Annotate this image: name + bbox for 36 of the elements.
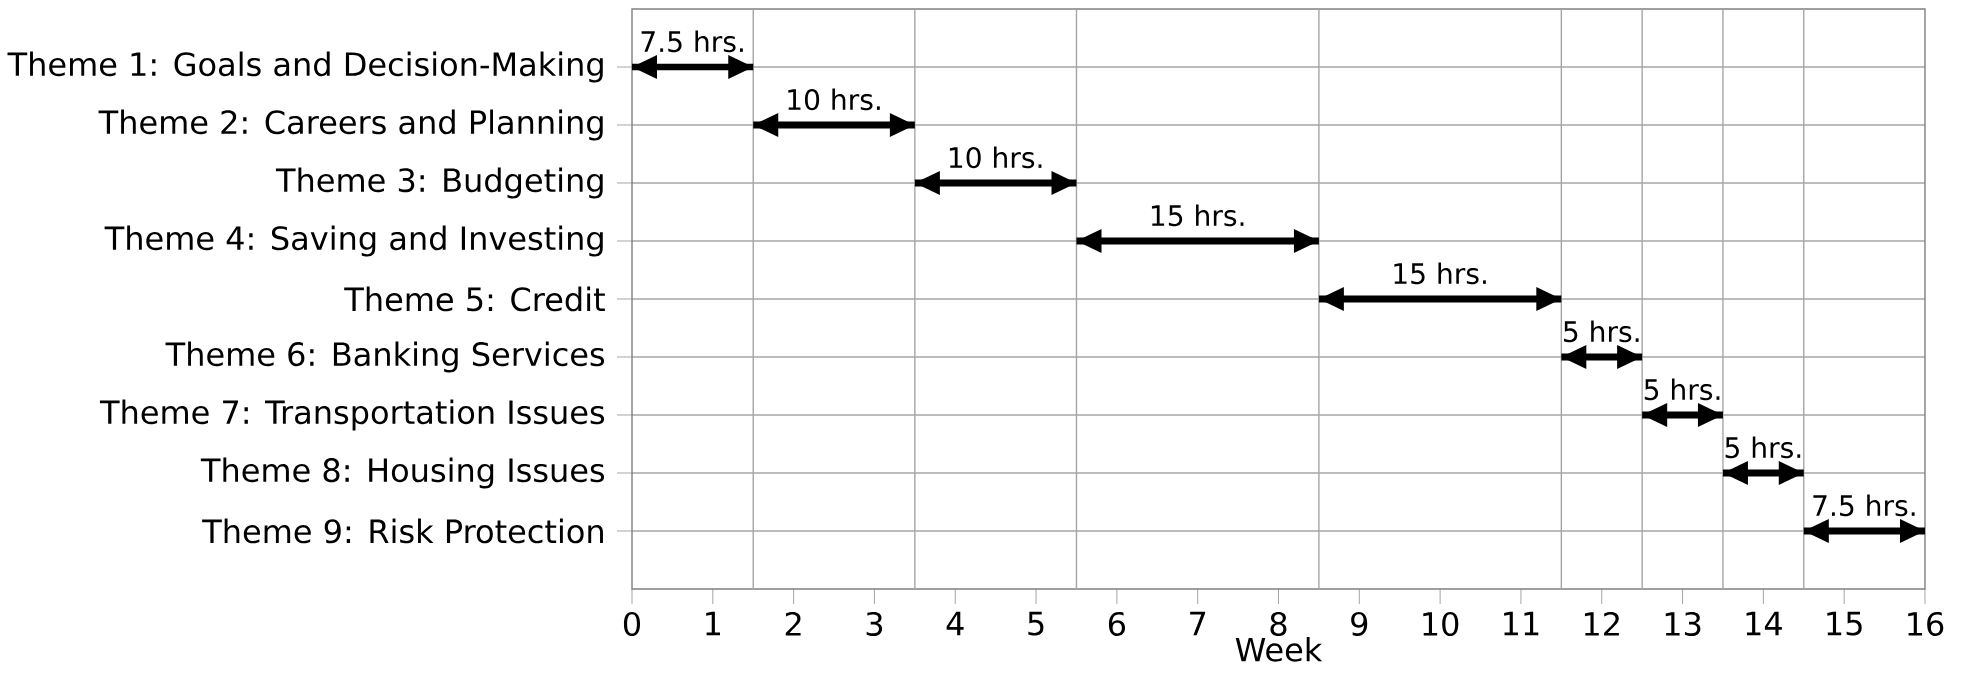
annotation: 7.5 hrs. — [1813, 494, 1915, 517]
annotation: 5 hrs. — [1725, 436, 1801, 459]
x-tick-label: 11 — [1504, 611, 1539, 636]
x-tick-label: 10 — [1423, 611, 1459, 637]
x-tick-label: 8 — [1270, 611, 1287, 637]
x-tick-label: 1 — [706, 611, 721, 636]
annotation: 5 hrs. — [1644, 378, 1720, 401]
y-tick-label: Theme 4: Saving and Investing — [104, 225, 603, 257]
y-tick-label: Theme 3: Budgeting — [275, 167, 603, 199]
x-tick-label: 3 — [866, 611, 883, 637]
annotation: 10 hrs. — [949, 146, 1042, 169]
x-tick-label: 16 — [1908, 611, 1944, 637]
y-tick-label: Theme 1: Goals and Decision-Making — [7, 51, 603, 83]
annotation: 15 hrs. — [1394, 262, 1486, 285]
x-tick-label: 4 — [946, 611, 964, 636]
x-tick-label: 14 — [1746, 611, 1782, 636]
x-tick-label: 0 — [623, 611, 641, 637]
x-tick-label: 12 — [1584, 611, 1619, 636]
x-tick-label: 2 — [785, 611, 801, 636]
x-tick-label: 7 — [1190, 611, 1206, 636]
y-tick-label: Theme 7: Transportation Issues — [99, 399, 605, 431]
x-axis-title: Week — [1235, 636, 1323, 662]
x-tick-label: 9 — [1351, 611, 1368, 637]
y-tick-label: Theme 8: Housing Issues — [200, 457, 605, 489]
x-tick-label: 13 — [1665, 611, 1701, 637]
x-tick-label: 5 — [1028, 611, 1044, 636]
y-tick-label: Theme 9: Risk Protection — [202, 518, 603, 544]
y-tick-label: Theme 6: Banking Services — [165, 341, 605, 373]
y-tick-label: Theme 2: Careers and Planning — [98, 109, 603, 141]
annotation: 5 hrs. — [1563, 320, 1639, 343]
x-tick-label: 6 — [1108, 611, 1125, 637]
annotation: 7.5 hrs. — [641, 30, 743, 53]
y-tick-label: Theme 5: Credit — [344, 286, 605, 312]
x-tick-label: 15 — [1827, 611, 1862, 636]
annotation: 10 hrs. — [788, 88, 880, 111]
annotation: 15 hrs. — [1151, 204, 1244, 227]
